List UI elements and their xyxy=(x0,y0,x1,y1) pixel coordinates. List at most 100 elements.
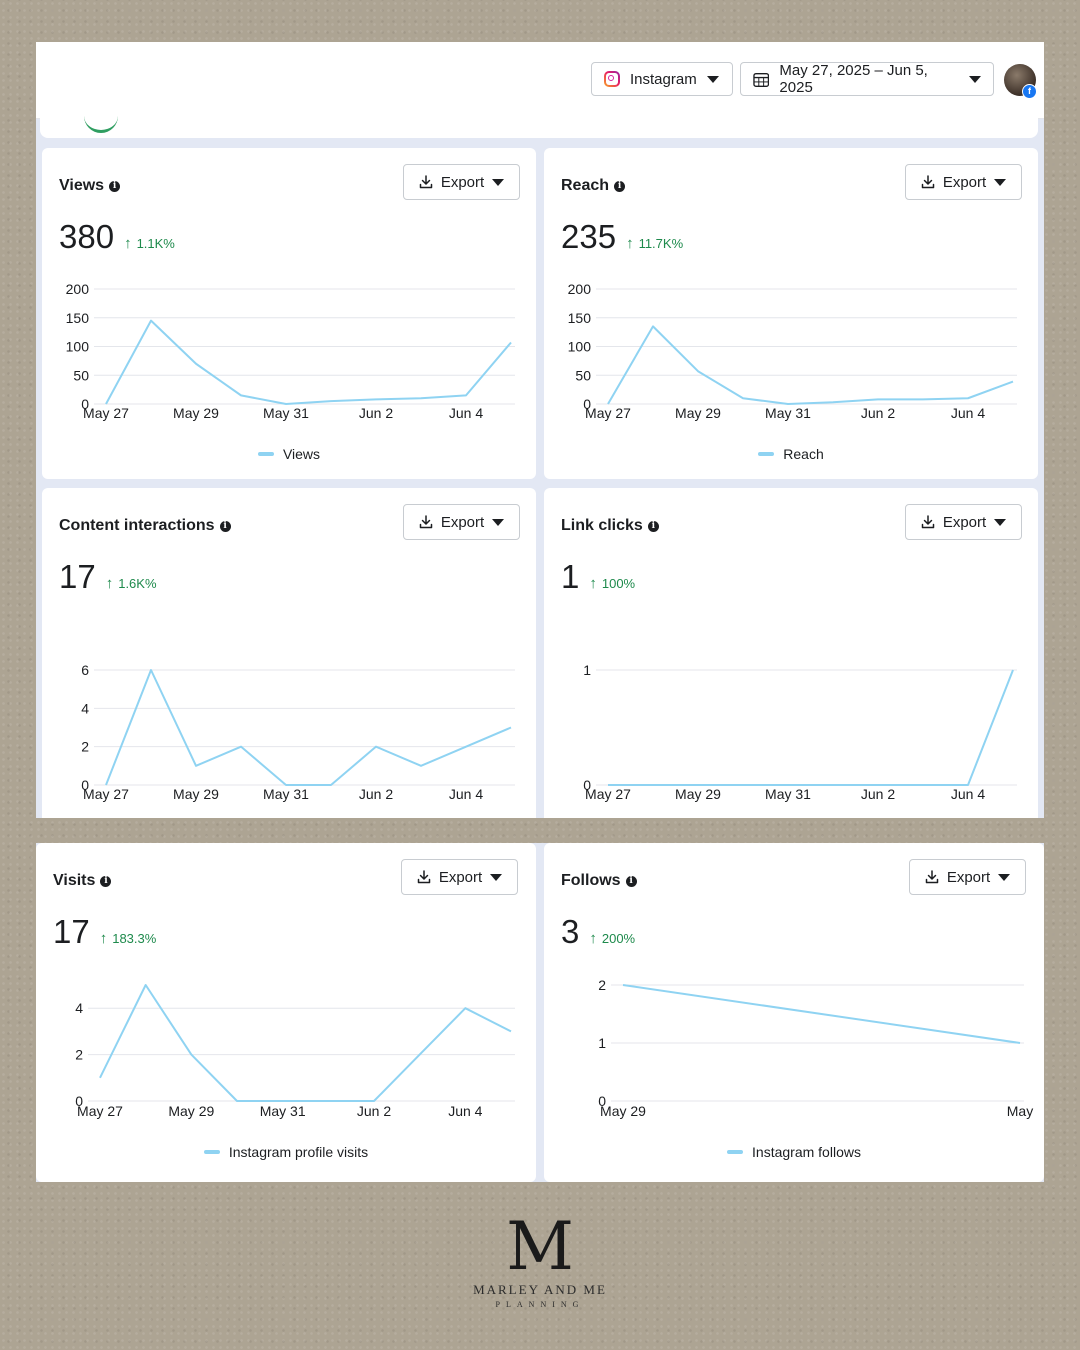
y-tick-label: 2 xyxy=(75,1047,83,1063)
x-tick-label: May 27 xyxy=(585,786,631,802)
x-tick-label: May 31 xyxy=(765,405,811,421)
arrow-up-icon: ↑ xyxy=(589,930,597,947)
arrow-up-icon: ↑ xyxy=(124,235,132,252)
chevron-down-icon xyxy=(994,518,1007,526)
insights-screenshot-bottom: Visits i Export 17 ↑ 183.3% 0 2 4 May 27 May 29 May… xyxy=(36,843,1044,1182)
legend-swatch xyxy=(727,1150,744,1154)
y-tick-label: 0 xyxy=(81,396,89,412)
y-tick-label: 2 xyxy=(598,977,606,993)
x-tick-label: Jun 2 xyxy=(357,1103,391,1119)
card-title: Follows i xyxy=(561,872,637,890)
x-tick-label: May 27 xyxy=(77,1103,123,1119)
legend-label: Instagram profile visits xyxy=(228,1144,369,1160)
y-tick-label: 4 xyxy=(81,700,89,716)
arrow-up-icon: ↑ xyxy=(626,235,634,252)
chevron-down-icon xyxy=(492,178,505,186)
x-tick-label: May 29 xyxy=(168,1103,214,1119)
export-label: Export xyxy=(942,173,987,191)
date-range-label: May 27, 2025 – Jun 5, 2025 xyxy=(779,62,928,96)
chart-legend: Instagram profile visits xyxy=(36,1144,536,1160)
export-label: Export xyxy=(440,173,485,191)
info-icon[interactable]: i xyxy=(219,520,231,532)
metric-change-value: 1.1K% xyxy=(136,236,175,251)
export-label: Export xyxy=(438,868,483,886)
line-chart: 0 50 100 150 200 May 27 May 29 May 31 Jun 2 Jun 4 xyxy=(568,281,1017,421)
arrow-up-icon: ↑ xyxy=(589,575,597,592)
y-tick-label: 2 xyxy=(81,739,89,755)
metric-change-value: 200% xyxy=(601,931,636,946)
export-label: Export xyxy=(946,868,991,886)
export-button[interactable]: Export xyxy=(909,859,1026,895)
y-tick-label: 1 xyxy=(583,662,591,678)
info-icon[interactable]: i xyxy=(625,875,637,887)
series-line xyxy=(622,984,1021,1044)
metric-value: 235 xyxy=(561,218,617,255)
logo-name: MARLEY AND ME xyxy=(473,1282,607,1297)
legend-swatch xyxy=(257,452,274,456)
line-chart: 0 2 4 6 May 27 May 29 May 31 Jun 2 Jun 4 xyxy=(81,662,515,802)
y-tick-label: 0 xyxy=(583,777,591,793)
metric-change-value: 100% xyxy=(601,576,636,591)
metric-summary: 17 ↑ 1.6K% xyxy=(59,558,157,596)
series-line xyxy=(105,319,512,405)
y-tick-label: 1 xyxy=(598,1035,606,1051)
reach-card: Reach i Export 235 ↑ 11.7K% 0 50 100 150 200 May 27… xyxy=(544,148,1038,479)
chart-legend: Reach xyxy=(544,446,1038,462)
metric-value: 17 xyxy=(53,913,90,950)
y-tick-label: 100 xyxy=(568,339,592,355)
export-button[interactable]: Export xyxy=(905,504,1022,540)
facebook-icon: f xyxy=(1022,84,1037,99)
info-icon[interactable]: i xyxy=(614,180,626,192)
info-icon[interactable]: i xyxy=(647,520,659,532)
export-button[interactable]: Export xyxy=(403,504,520,540)
download-icon xyxy=(925,870,939,884)
chevron-down-icon xyxy=(994,178,1007,186)
views-card: Views i Export 380 ↑ 1.1K% 0 50 100 150 200 May 27 M… xyxy=(42,148,536,479)
platform-label: Instagram xyxy=(630,70,697,88)
download-icon xyxy=(921,175,935,189)
card-title: Link clicks i xyxy=(561,517,659,535)
series-line xyxy=(99,984,512,1102)
metric-change: ↑ 11.7K% xyxy=(626,235,683,252)
series-line xyxy=(105,669,512,786)
export-button[interactable]: Export xyxy=(403,164,520,200)
x-tick-label: Jun 4 xyxy=(449,405,483,421)
download-icon xyxy=(921,515,935,529)
chart-legend: Views xyxy=(42,446,536,462)
card-title: Views i xyxy=(59,177,121,195)
x-tick-label: May 31 xyxy=(263,786,309,802)
y-tick-label: 50 xyxy=(575,367,591,383)
y-tick-label: 200 xyxy=(66,281,90,297)
platform-dropdown[interactable]: Instagram xyxy=(591,62,733,96)
card-title-text: Reach xyxy=(561,177,610,194)
y-tick-label: 50 xyxy=(73,367,89,383)
metric-summary: 17 ↑ 183.3% xyxy=(53,913,156,951)
metric-change-value: 183.3% xyxy=(112,931,157,946)
metric-change: ↑ 1.1K% xyxy=(124,235,175,252)
link-clicks-card: Link clicks i Export 1 ↑ 100% 0 1 May 27 May 29 Ma… xyxy=(544,488,1038,818)
x-tick-label: May 29 xyxy=(173,786,219,802)
chevron-down-icon xyxy=(998,873,1011,881)
card-title-text: Views xyxy=(59,177,105,194)
metric-summary: 3 ↑ 200% xyxy=(561,913,635,951)
logo-monogram: M xyxy=(506,1208,574,1285)
y-tick-label: 0 xyxy=(81,777,89,793)
x-tick-label: Jun 2 xyxy=(861,405,895,421)
export-label: Export xyxy=(440,513,485,531)
y-tick-label: 0 xyxy=(583,396,591,412)
x-tick-label: May 31 xyxy=(260,1103,306,1119)
x-tick-label: May xyxy=(1007,1103,1033,1119)
date-range-picker[interactable]: May 27, 2025 – Jun 5, 2025 xyxy=(740,62,994,96)
info-icon[interactable]: i xyxy=(109,180,121,192)
info-icon[interactable]: i xyxy=(100,875,112,887)
card-title-text: Follows xyxy=(561,872,621,889)
download-icon xyxy=(419,175,433,189)
progress-ring-edge xyxy=(84,110,118,133)
y-tick-label: 150 xyxy=(568,310,592,326)
export-button[interactable]: Export xyxy=(401,859,518,895)
card-title: Reach i xyxy=(561,177,626,195)
x-tick-label: Jun 4 xyxy=(951,405,985,421)
x-tick-label: May 31 xyxy=(263,405,309,421)
line-chart: 0 1 May 27 May 29 May 31 Jun 2 Jun 4 xyxy=(583,662,1017,802)
export-button[interactable]: Export xyxy=(905,164,1022,200)
